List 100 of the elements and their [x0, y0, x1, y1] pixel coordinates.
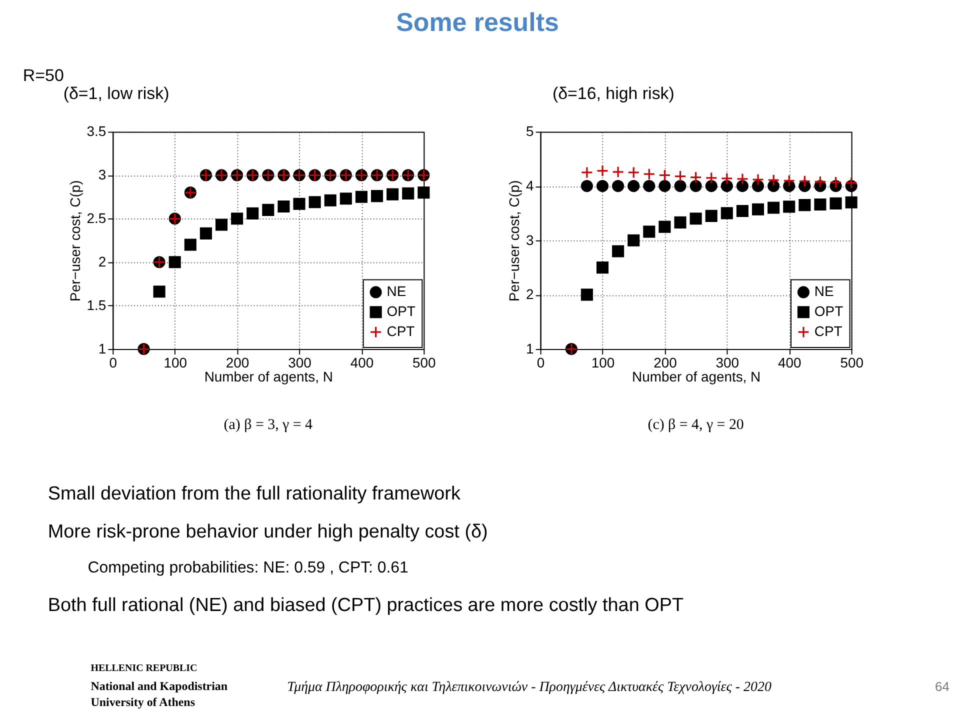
- point: [658, 220, 671, 233]
- point: [830, 197, 842, 210]
- x-tick-label: 100: [591, 354, 615, 370]
- point: [814, 198, 826, 211]
- y-tick-label: 2.5: [86, 210, 106, 226]
- x-axis-title: Number of agents, N: [204, 368, 333, 384]
- y-tick-label: 5: [526, 123, 534, 140]
- x-tick-label: 0: [109, 354, 118, 370]
- text: R=50: [22, 66, 64, 85]
- point: [355, 190, 368, 203]
- point: [705, 172, 718, 184]
- text: 64: [935, 678, 950, 694]
- y-tick-label: 3: [526, 232, 534, 248]
- text: Competing probabilities: NE: 0.59 , CPT: 0.61: [88, 559, 409, 576]
- point: [690, 212, 702, 225]
- point: [768, 202, 780, 214]
- point: [814, 176, 826, 188]
- x-tick-label: 500: [412, 354, 436, 370]
- point: [690, 180, 702, 192]
- point: [340, 192, 352, 205]
- point: [674, 170, 686, 182]
- point: [580, 180, 593, 192]
- point: [798, 175, 811, 188]
- point: [768, 174, 780, 186]
- chart-title: (δ=16, high risk): [552, 84, 674, 103]
- legend-label: CPT: [814, 323, 843, 340]
- text: (c) β = 4, γ = 20: [648, 416, 744, 433]
- y-tick-label: 3: [98, 166, 106, 183]
- x-tick-label: 500: [840, 354, 864, 370]
- point: [612, 180, 624, 192]
- legend-label: OPT: [814, 303, 844, 320]
- point: [752, 203, 764, 216]
- point: [184, 238, 196, 251]
- point: [596, 262, 609, 274]
- point: [596, 180, 609, 192]
- x-tick-label: 200: [226, 354, 250, 370]
- point: [736, 205, 748, 218]
- text: Both full rational (NE) and biased (CPT) practices are more costly than OPT: [48, 595, 684, 616]
- point: [215, 218, 228, 231]
- point: [674, 216, 686, 228]
- point: [246, 207, 259, 220]
- text: Τμήμα Πληροφορικής και Τηλεπικοινωνιών - Προηγμένες Δικτυακές Τεχνολογίες - 2020: [287, 680, 772, 695]
- point: [658, 169, 671, 182]
- legend-label: CPT: [386, 323, 416, 340]
- point: [845, 196, 858, 208]
- x-tick-label: 200: [654, 354, 678, 370]
- point: [628, 166, 640, 178]
- y-tick-label: 4: [526, 178, 534, 194]
- point: [720, 207, 733, 220]
- point: [752, 180, 764, 192]
- point: [752, 173, 764, 186]
- point: [783, 174, 796, 187]
- point: [705, 210, 718, 222]
- point: [231, 212, 244, 225]
- chart-title: (δ=1, low risk): [63, 84, 170, 103]
- y-tick-label: 2: [98, 254, 106, 270]
- x-tick-label: 400: [778, 354, 802, 370]
- point: [628, 234, 640, 246]
- text: HELLENIC REPUBLIC: [90, 663, 198, 674]
- point: [386, 188, 399, 200]
- point: [293, 198, 306, 210]
- x-tick-label: 300: [288, 354, 312, 370]
- point: [262, 204, 274, 216]
- x-tick-label: 100: [164, 354, 188, 370]
- text: Some results: [396, 9, 559, 38]
- point: [720, 172, 733, 184]
- point: [768, 180, 780, 192]
- legend-label: OPT: [386, 303, 416, 320]
- y-tick-label: 1.5: [86, 297, 106, 314]
- x-tick-label: 0: [536, 354, 545, 370]
- y-tick-label: 1: [98, 340, 106, 357]
- point: [612, 245, 624, 258]
- text: (a) β = 3, γ = 4: [224, 416, 314, 433]
- point: [643, 226, 656, 238]
- x-axis-title: Number of agents, N: [632, 368, 761, 384]
- point: [418, 186, 430, 199]
- text: University of Athens: [90, 694, 196, 709]
- point: [612, 166, 624, 178]
- text: More risk-prone behavior under high penalty cost (δ): [48, 521, 488, 542]
- y-axis-title: Per−user cost, C(p): [506, 180, 522, 302]
- point: [830, 176, 842, 188]
- point: [798, 199, 811, 212]
- x-tick-label: 400: [350, 354, 374, 370]
- point: [324, 194, 336, 206]
- point: [168, 256, 181, 268]
- point: [658, 180, 671, 192]
- point: [736, 172, 748, 186]
- y-axis-title: Per−user cost, C(p): [66, 180, 83, 302]
- text: Small deviation from the full rationality framework: [48, 484, 461, 505]
- point: [845, 176, 858, 189]
- point: [153, 286, 166, 298]
- point: [736, 180, 748, 192]
- point: [580, 288, 593, 301]
- point: [580, 166, 593, 178]
- legend-label: NE: [386, 283, 406, 300]
- point: [278, 200, 290, 212]
- point: [643, 180, 656, 192]
- point: [674, 180, 686, 192]
- y-tick-label: 1: [526, 340, 534, 357]
- point: [690, 171, 702, 184]
